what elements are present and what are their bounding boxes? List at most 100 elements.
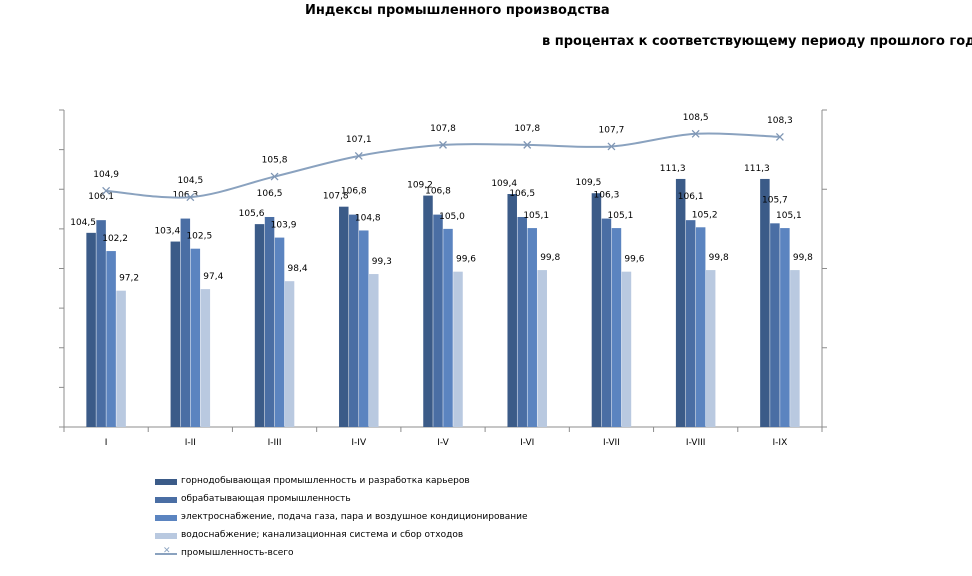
bar-data-label: 106,8: [425, 187, 451, 197]
bar: [254, 224, 265, 427]
bar: [359, 230, 369, 427]
bar-data-label: 109,2: [407, 181, 433, 191]
x-tick-label: I-II: [185, 438, 196, 448]
line-data-label: 107,8: [514, 124, 540, 134]
bar: [339, 206, 349, 427]
legend-label-water: водоснабжение; канализационная система и…: [181, 530, 464, 540]
bar-data-label: 105,7: [762, 195, 788, 205]
bar-data-label: 102,2: [102, 234, 128, 244]
bar: [264, 216, 275, 427]
line-point-marker: [354, 152, 363, 160]
bar: [695, 227, 706, 427]
bar: [611, 228, 622, 427]
x-tick-label: I-VII: [603, 438, 620, 448]
bar: [443, 228, 453, 427]
bar: [705, 270, 716, 427]
bar-data-label: 106,5: [509, 189, 535, 199]
bar-data-label: 105,2: [692, 210, 718, 220]
line-point-marker: [523, 140, 532, 149]
line-point-marker: [102, 186, 111, 195]
legend-label-mining: горнодобывающая промышленность и разрабо…: [181, 476, 470, 486]
bar-data-label: 106,3: [172, 191, 198, 201]
bar: [780, 228, 790, 427]
line-data-label: 104,5: [177, 176, 203, 186]
x-tick-label: I-III: [268, 438, 282, 448]
bar-data-label: 111,3: [744, 164, 770, 174]
line-point-marker: [439, 140, 447, 149]
bar: [96, 220, 106, 427]
bar-data-label: 105,1: [776, 211, 802, 221]
bar-data-label: 98,4: [288, 264, 308, 274]
bar-data-label: 105,6: [239, 209, 265, 219]
x-tick-label: I: [105, 438, 108, 448]
bar-data-label: 111,3: [660, 164, 686, 174]
bar: [507, 194, 517, 427]
bar-data-label: 106,3: [594, 191, 620, 201]
bar-data-label: 109,4: [491, 179, 517, 189]
line-data-label: 108,3: [767, 116, 793, 126]
bar: [284, 281, 295, 427]
chart-subtitle: в процентах к соответствующему периоду п…: [542, 34, 972, 49]
bar-data-label: 97,4: [203, 272, 223, 282]
legend-label-manufacturing: обрабатывающая промышленность: [181, 494, 351, 504]
bar: [274, 237, 285, 427]
legend-swatch-manufacturing: [155, 497, 177, 503]
bar: [517, 216, 527, 427]
bar-data-label: 105,1: [523, 211, 549, 221]
bar: [423, 195, 433, 427]
line-data-label: 107,1: [346, 135, 372, 145]
bar: [116, 290, 126, 427]
bar: [433, 214, 443, 427]
bar-data-label: 104,5: [70, 218, 96, 228]
chart-plot: I I-II I-III I-IV I-V I-VI I-VII I-VIII I-IX 104,…: [59, 109, 827, 448]
bar: [621, 271, 632, 427]
line-data-label: 104,9: [93, 170, 119, 180]
bar: [770, 223, 780, 427]
x-tick-label: I-IX: [773, 438, 788, 448]
bar-data-label: 99,8: [709, 253, 729, 263]
legend-label-electricity: электроснабжение, подача газа, пара и во…: [181, 512, 528, 522]
legend-swatch-mining: [155, 479, 177, 485]
bar: [170, 241, 181, 427]
bar: [180, 218, 191, 427]
bar-data-label: 99,3: [372, 257, 392, 267]
bar: [760, 178, 770, 427]
bar-data-label: 106,5: [257, 189, 283, 199]
bar-data-label: 99,6: [456, 255, 476, 265]
line-point-marker: [607, 142, 616, 151]
bar-data-label: 103,4: [154, 227, 180, 237]
bar-data-label: 97,2: [119, 274, 139, 284]
bar-data-label: 102,5: [186, 232, 212, 242]
x-tick-label: I-IV: [351, 438, 367, 448]
bar: [86, 232, 96, 427]
bar-data-label: 106,8: [341, 187, 367, 197]
legend-marker-icon: ✕: [163, 546, 171, 556]
bar-data-label: 109,5: [576, 178, 602, 188]
legend-label-total: промышленность-всего: [181, 548, 294, 558]
bar: [537, 270, 547, 427]
bar: [106, 251, 116, 427]
bar: [190, 248, 201, 427]
line-data-label: 107,8: [430, 124, 456, 134]
bar-data-label: 99,6: [624, 255, 644, 265]
bar: [349, 214, 359, 427]
bar: [527, 228, 537, 427]
bar: [591, 193, 602, 427]
line-data-label: 108,5: [683, 113, 709, 123]
bar: [685, 220, 696, 427]
legend-line-total: [155, 553, 177, 555]
bar-data-label: 99,8: [540, 253, 560, 263]
x-tick-label: I-VIII: [686, 438, 706, 448]
bar-data-label: 99,8: [793, 253, 813, 263]
bar-data-label: 103,9: [271, 221, 297, 231]
line-point-marker: [691, 129, 700, 138]
line-point-marker: [775, 132, 784, 141]
bar: [453, 271, 463, 427]
line-data-label: 107,7: [599, 125, 625, 135]
bar: [200, 289, 211, 427]
bar: [675, 178, 686, 427]
line-data-label: 105,8: [262, 156, 288, 166]
bar: [369, 274, 379, 427]
bar-data-label: 104,8: [355, 213, 381, 223]
line-point-marker: [270, 172, 279, 181]
